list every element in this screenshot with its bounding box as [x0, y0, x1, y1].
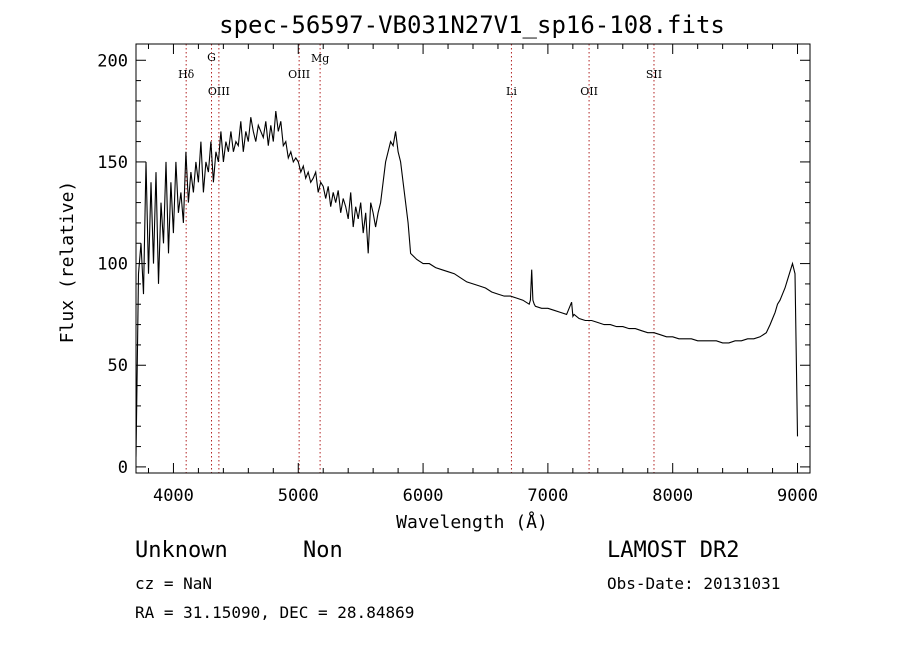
x-tick-label-7000: 7000 — [527, 486, 568, 506]
y-tick-label-0: 0 — [118, 458, 128, 478]
x-axis-label: Wavelength (Å) — [396, 511, 548, 533]
line-label-2: OIII — [208, 85, 230, 98]
line-label-4: Mg — [311, 52, 329, 65]
axis-ticks: 4000 5000 6000 7000 8000 9000 0 50 100 150 200 — [97, 44, 818, 506]
line-label-1: G — [207, 51, 216, 64]
flux-series-line — [136, 111, 799, 457]
x-tick-label-6000: 6000 — [403, 486, 444, 506]
spectral-class-label: Unknown — [135, 538, 228, 563]
line-label-3: OIII — [288, 68, 310, 81]
x-tick-label-8000: 8000 — [652, 486, 693, 506]
y-tick-label-150: 150 — [97, 153, 128, 173]
y-tick-label-100: 100 — [97, 255, 128, 275]
coordinates-readout: RA = 31.15090, DEC = 28.84869 — [135, 603, 415, 622]
line-label-0: Hδ — [178, 68, 195, 81]
spectral-subclass-label: Non — [303, 538, 343, 563]
redshift-readout: cz = NaN — [135, 574, 213, 593]
x-tick-label-4000: 4000 — [153, 486, 194, 506]
spectral-line-markers — [185, 44, 655, 473]
line-label-6: OII — [580, 85, 598, 98]
plot-frame — [135, 43, 811, 474]
y-tick-label-200: 200 — [97, 51, 128, 71]
chart-title: spec-56597-VB031N27V1_sp16-108.fits — [219, 11, 725, 39]
line-label-5: Li — [506, 85, 517, 98]
survey-label: LAMOST DR2 — [607, 538, 740, 563]
line-label-7: SII — [646, 68, 662, 81]
x-tick-label-9000: 9000 — [777, 486, 818, 506]
y-axis-label: Flux (relative) — [57, 181, 78, 344]
x-tick-label-5000: 5000 — [278, 486, 319, 506]
y-tick-label-50: 50 — [108, 356, 128, 376]
obs-date-readout: Obs-Date: 20131031 — [607, 574, 781, 593]
